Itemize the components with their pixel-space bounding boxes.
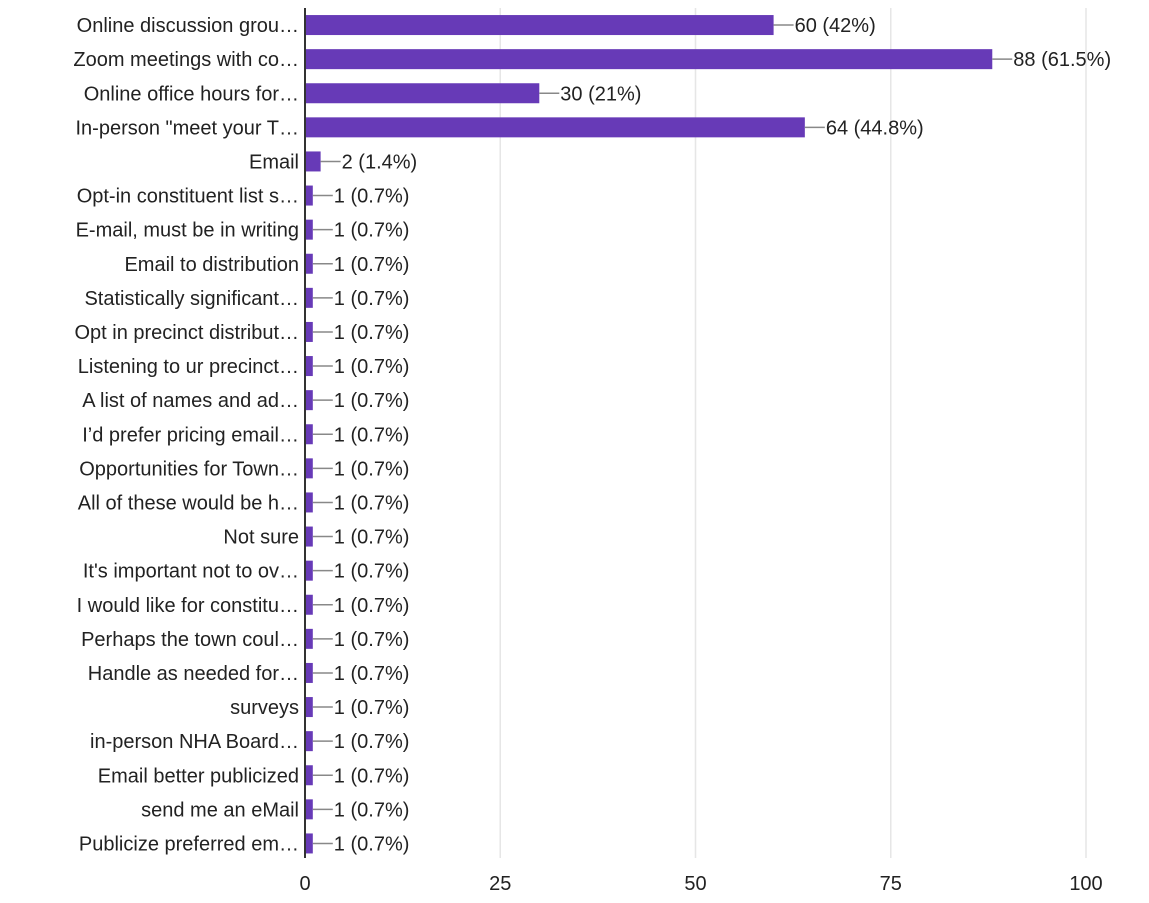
data-label: 1 (0.7%) [334, 186, 410, 208]
data-label: 1 (0.7%) [334, 220, 410, 242]
bar[interactable] [305, 83, 540, 104]
bar[interactable] [305, 765, 313, 786]
bar[interactable] [305, 15, 774, 36]
category-label: Perhaps the town coul… [81, 629, 299, 651]
x-tick-label: 25 [489, 873, 511, 895]
data-label: 60 (42%) [795, 15, 876, 37]
category-label: Statistically significant… [84, 288, 299, 310]
data-label: 1 (0.7%) [334, 799, 410, 821]
category-label: All of these would be h… [78, 492, 299, 514]
category-label: Opportunities for Town… [79, 458, 299, 480]
category-label: I’d prefer pricing email… [82, 424, 299, 446]
data-label: 1 (0.7%) [334, 663, 410, 685]
category-label: in-person NHA Board… [90, 731, 299, 753]
data-label: 64 (44.8%) [826, 117, 924, 139]
data-label: 1 (0.7%) [334, 288, 410, 310]
bars: Online discussion grou… 60 (42%) Zoom meet… [73, 15, 1111, 855]
data-label: 1 (0.7%) [334, 458, 410, 480]
data-label: 1 (0.7%) [334, 561, 410, 583]
bar[interactable] [305, 390, 313, 411]
bar[interactable] [305, 799, 313, 820]
bar[interactable] [305, 662, 313, 683]
data-label: 1 (0.7%) [334, 527, 410, 549]
category-label: Email better publicized [98, 765, 299, 787]
bar[interactable] [305, 697, 313, 718]
data-label: 1 (0.7%) [334, 697, 410, 719]
bar[interactable] [305, 253, 313, 274]
bar[interactable] [305, 151, 321, 172]
data-label: 1 (0.7%) [334, 833, 410, 855]
x-axis-ticks: 0 25 50 75 100 [299, 873, 1102, 895]
category-label: Email to distribution [124, 254, 299, 276]
category-label: Email [249, 151, 299, 173]
x-tick-label: 100 [1069, 873, 1102, 895]
category-label: send me an eMail [141, 799, 299, 821]
data-label: 1 (0.7%) [334, 322, 410, 344]
x-tick-label: 50 [684, 873, 706, 895]
data-label: 2 (1.4%) [342, 151, 418, 173]
category-label: I would like for constitu… [77, 595, 299, 617]
bar[interactable] [305, 594, 313, 615]
data-label: 1 (0.7%) [334, 424, 410, 446]
category-label: Online office hours for… [84, 83, 299, 105]
bar[interactable] [305, 833, 313, 854]
bar[interactable] [305, 356, 313, 377]
bar[interactable] [305, 424, 313, 445]
bar[interactable] [305, 321, 313, 342]
data-label: 1 (0.7%) [334, 595, 410, 617]
data-label: 1 (0.7%) [334, 731, 410, 753]
bar[interactable] [305, 628, 313, 649]
data-label: 1 (0.7%) [334, 629, 410, 651]
category-label: Publicize preferred em… [79, 833, 299, 855]
bar[interactable] [305, 458, 313, 479]
bar[interactable] [305, 526, 313, 547]
data-label: 30 (21%) [560, 83, 641, 105]
data-label: 1 (0.7%) [334, 254, 410, 276]
category-label: Opt in precinct distribut… [74, 322, 299, 344]
category-label: Listening to ur precinct… [78, 356, 299, 378]
category-label: A list of names and ad… [82, 390, 299, 412]
bar[interactable] [305, 49, 993, 70]
category-label: Online discussion grou… [77, 15, 299, 37]
bar[interactable] [305, 117, 805, 138]
bar[interactable] [305, 219, 313, 240]
category-label: Opt-in constituent list s… [77, 186, 299, 208]
bar[interactable] [305, 492, 313, 513]
bar[interactable] [305, 731, 313, 752]
category-label: surveys [230, 697, 299, 719]
x-tick-label: 75 [880, 873, 902, 895]
category-label: Handle as needed for… [88, 663, 299, 685]
bar[interactable] [305, 287, 313, 308]
category-label: In-person "meet your T… [76, 117, 300, 139]
data-label: 1 (0.7%) [334, 390, 410, 412]
data-label: 1 (0.7%) [334, 492, 410, 514]
category-label: Not sure [223, 527, 299, 549]
data-label: 1 (0.7%) [334, 356, 410, 378]
x-tick-label: 0 [299, 873, 310, 895]
bar[interactable] [305, 560, 313, 581]
gridlines [499, 8, 1087, 858]
category-label: E-mail, must be in writing [76, 220, 299, 242]
category-label: It's important not to ov… [83, 561, 299, 583]
data-label: 1 (0.7%) [334, 765, 410, 787]
category-label: Zoom meetings with co… [73, 49, 299, 71]
data-label: 88 (61.5%) [1013, 49, 1111, 71]
bar[interactable] [305, 185, 313, 206]
